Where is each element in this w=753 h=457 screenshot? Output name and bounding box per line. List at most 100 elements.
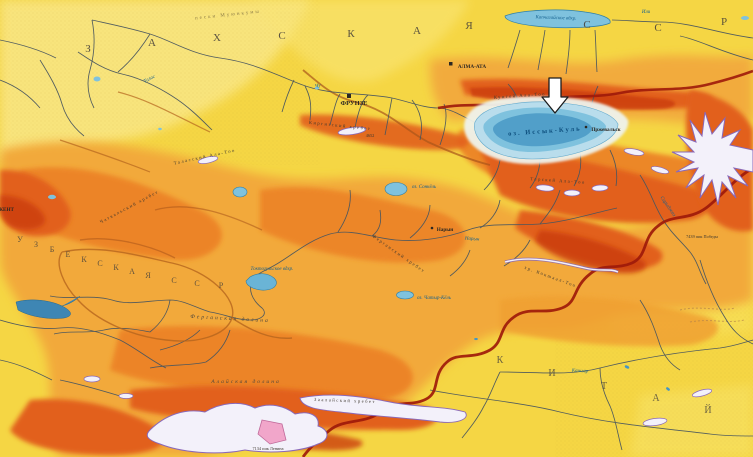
- water-label: оз. Чатыр-Кёль: [417, 296, 452, 301]
- peak-label: 7134 пик Ленина: [252, 446, 283, 451]
- water-label: Токтогульское вдхр.: [251, 267, 294, 272]
- terrain-deep-south: [110, 326, 413, 400]
- reservoir-andijan: [245, 273, 277, 291]
- country-letter: С: [194, 279, 199, 288]
- glacier-talas: [197, 156, 219, 164]
- lake-kapchagai: [504, 9, 611, 29]
- river-chu: [91, 19, 393, 99]
- country-letter: З: [34, 240, 38, 249]
- water-label: оз. Сонкёль: [412, 185, 437, 190]
- river-talas: [77, 51, 213, 131]
- high-elevation-pink-patch: [257, 419, 287, 445]
- river-kashgar: [499, 339, 753, 374]
- glacier-se-2: [691, 388, 713, 398]
- glacier-khan-tengri: [671, 111, 753, 206]
- terrain-dark-core-4: [0, 195, 46, 230]
- glacier-terskey-3: [591, 184, 609, 192]
- annotation-arrow-icon: [541, 77, 569, 114]
- terrain-deep-left: [20, 167, 222, 260]
- city-marker: [449, 62, 453, 66]
- river-tarim-web: [429, 259, 753, 451]
- city-label: ФРУНЗЕ: [341, 100, 368, 107]
- glacier-terskey-1: [535, 184, 555, 192]
- country-letter: А: [652, 393, 660, 404]
- glacier-east-issyk: [623, 148, 645, 156]
- region-label: Ферганская долина: [190, 313, 270, 324]
- lake-chatyr-kol: [396, 290, 414, 300]
- ridge-crest-line: [79, 206, 263, 259]
- range-label: Кунгей Ала-Тоо: [494, 91, 546, 100]
- small-lake: [314, 86, 320, 90]
- range-label: Терскей Ала-Тоо: [530, 176, 586, 185]
- lake-song-kol: [384, 182, 408, 196]
- country-letter: К: [81, 255, 87, 264]
- country-letter: С: [583, 19, 590, 31]
- country-letter: Я: [465, 20, 473, 32]
- reservoir-kayrakkum: [15, 295, 81, 319]
- country-letter: А: [129, 267, 135, 276]
- city-marker: [347, 94, 351, 98]
- peak-label: 7439 пик Победы: [686, 234, 718, 239]
- river-southwest-web: [0, 319, 167, 397]
- terrain-dark-core-1: [535, 230, 646, 274]
- country-letter: А: [413, 25, 421, 37]
- republic-border-fergana: [58, 248, 293, 342]
- hachure-ridge: [679, 307, 745, 323]
- country-letter: К: [497, 355, 504, 366]
- water-label: Кашгар: [571, 369, 589, 375]
- country-letter: И: [548, 368, 555, 379]
- ridge-crest-line: [302, 69, 491, 166]
- glacier-terskey-2: [563, 189, 581, 197]
- water-label: Или: [641, 10, 651, 15]
- river-chu-tributaries: [281, 79, 447, 146]
- river-fergana-web: [49, 295, 231, 369]
- water-label: Нарын: [464, 236, 480, 242]
- country-letter: Я: [145, 271, 151, 280]
- glacier-kokshaal-white: [504, 258, 619, 273]
- country-letter: С: [278, 30, 285, 42]
- small-lake: [474, 337, 478, 341]
- lakes-layer: [15, 9, 749, 391]
- country-letter: У: [17, 235, 23, 244]
- water-label: Чу: [315, 83, 322, 89]
- river-issyk-south: [483, 149, 618, 191]
- region-label: пески Муюнкумы: [195, 10, 261, 22]
- small-lake: [624, 365, 630, 369]
- range-label: Киргизский хребет: [309, 120, 372, 132]
- glacier-sw-1: [83, 375, 101, 383]
- glacier-kyrgyz-ridge: [337, 126, 367, 136]
- terrain-red-sw: [10, 399, 165, 455]
- country-letter: К: [347, 28, 355, 40]
- country-letter: С: [97, 259, 102, 268]
- river-ili-tributaries: [507, 29, 598, 75]
- country-letter: Е: [66, 250, 71, 259]
- river-naryn: [209, 207, 618, 321]
- range-label: Заалайский хребет: [314, 397, 376, 404]
- country-letter: Т: [601, 381, 607, 392]
- rivers-layer: [0, 19, 753, 451]
- glacier-zaalay: [299, 394, 467, 423]
- republic-border-west: [59, 91, 211, 173]
- country-letter: Р: [721, 16, 727, 28]
- peak-label: 4652: [366, 133, 375, 138]
- city-marker: [430, 226, 434, 230]
- region-label: Алайская долина: [210, 378, 281, 385]
- country-letter: Р: [219, 281, 224, 290]
- lake-issyk-kul-deep: [493, 113, 592, 147]
- country-letter: К: [113, 263, 119, 272]
- small-lake: [158, 127, 162, 131]
- water-label: Капчагайское вдхр.: [534, 14, 576, 21]
- small-lake: [48, 194, 56, 200]
- glaciers-layer: [83, 111, 753, 454]
- country-letter: А: [148, 37, 156, 49]
- city-label: АЛМА-АТА: [458, 64, 486, 70]
- city-label: ТАШКЕНТ: [0, 207, 15, 213]
- river-saryjaz: [639, 174, 707, 285]
- river-ili: [611, 19, 753, 61]
- terrain-deep-center: [260, 187, 466, 263]
- city-marker: [584, 125, 588, 129]
- country-letter: З: [85, 43, 91, 55]
